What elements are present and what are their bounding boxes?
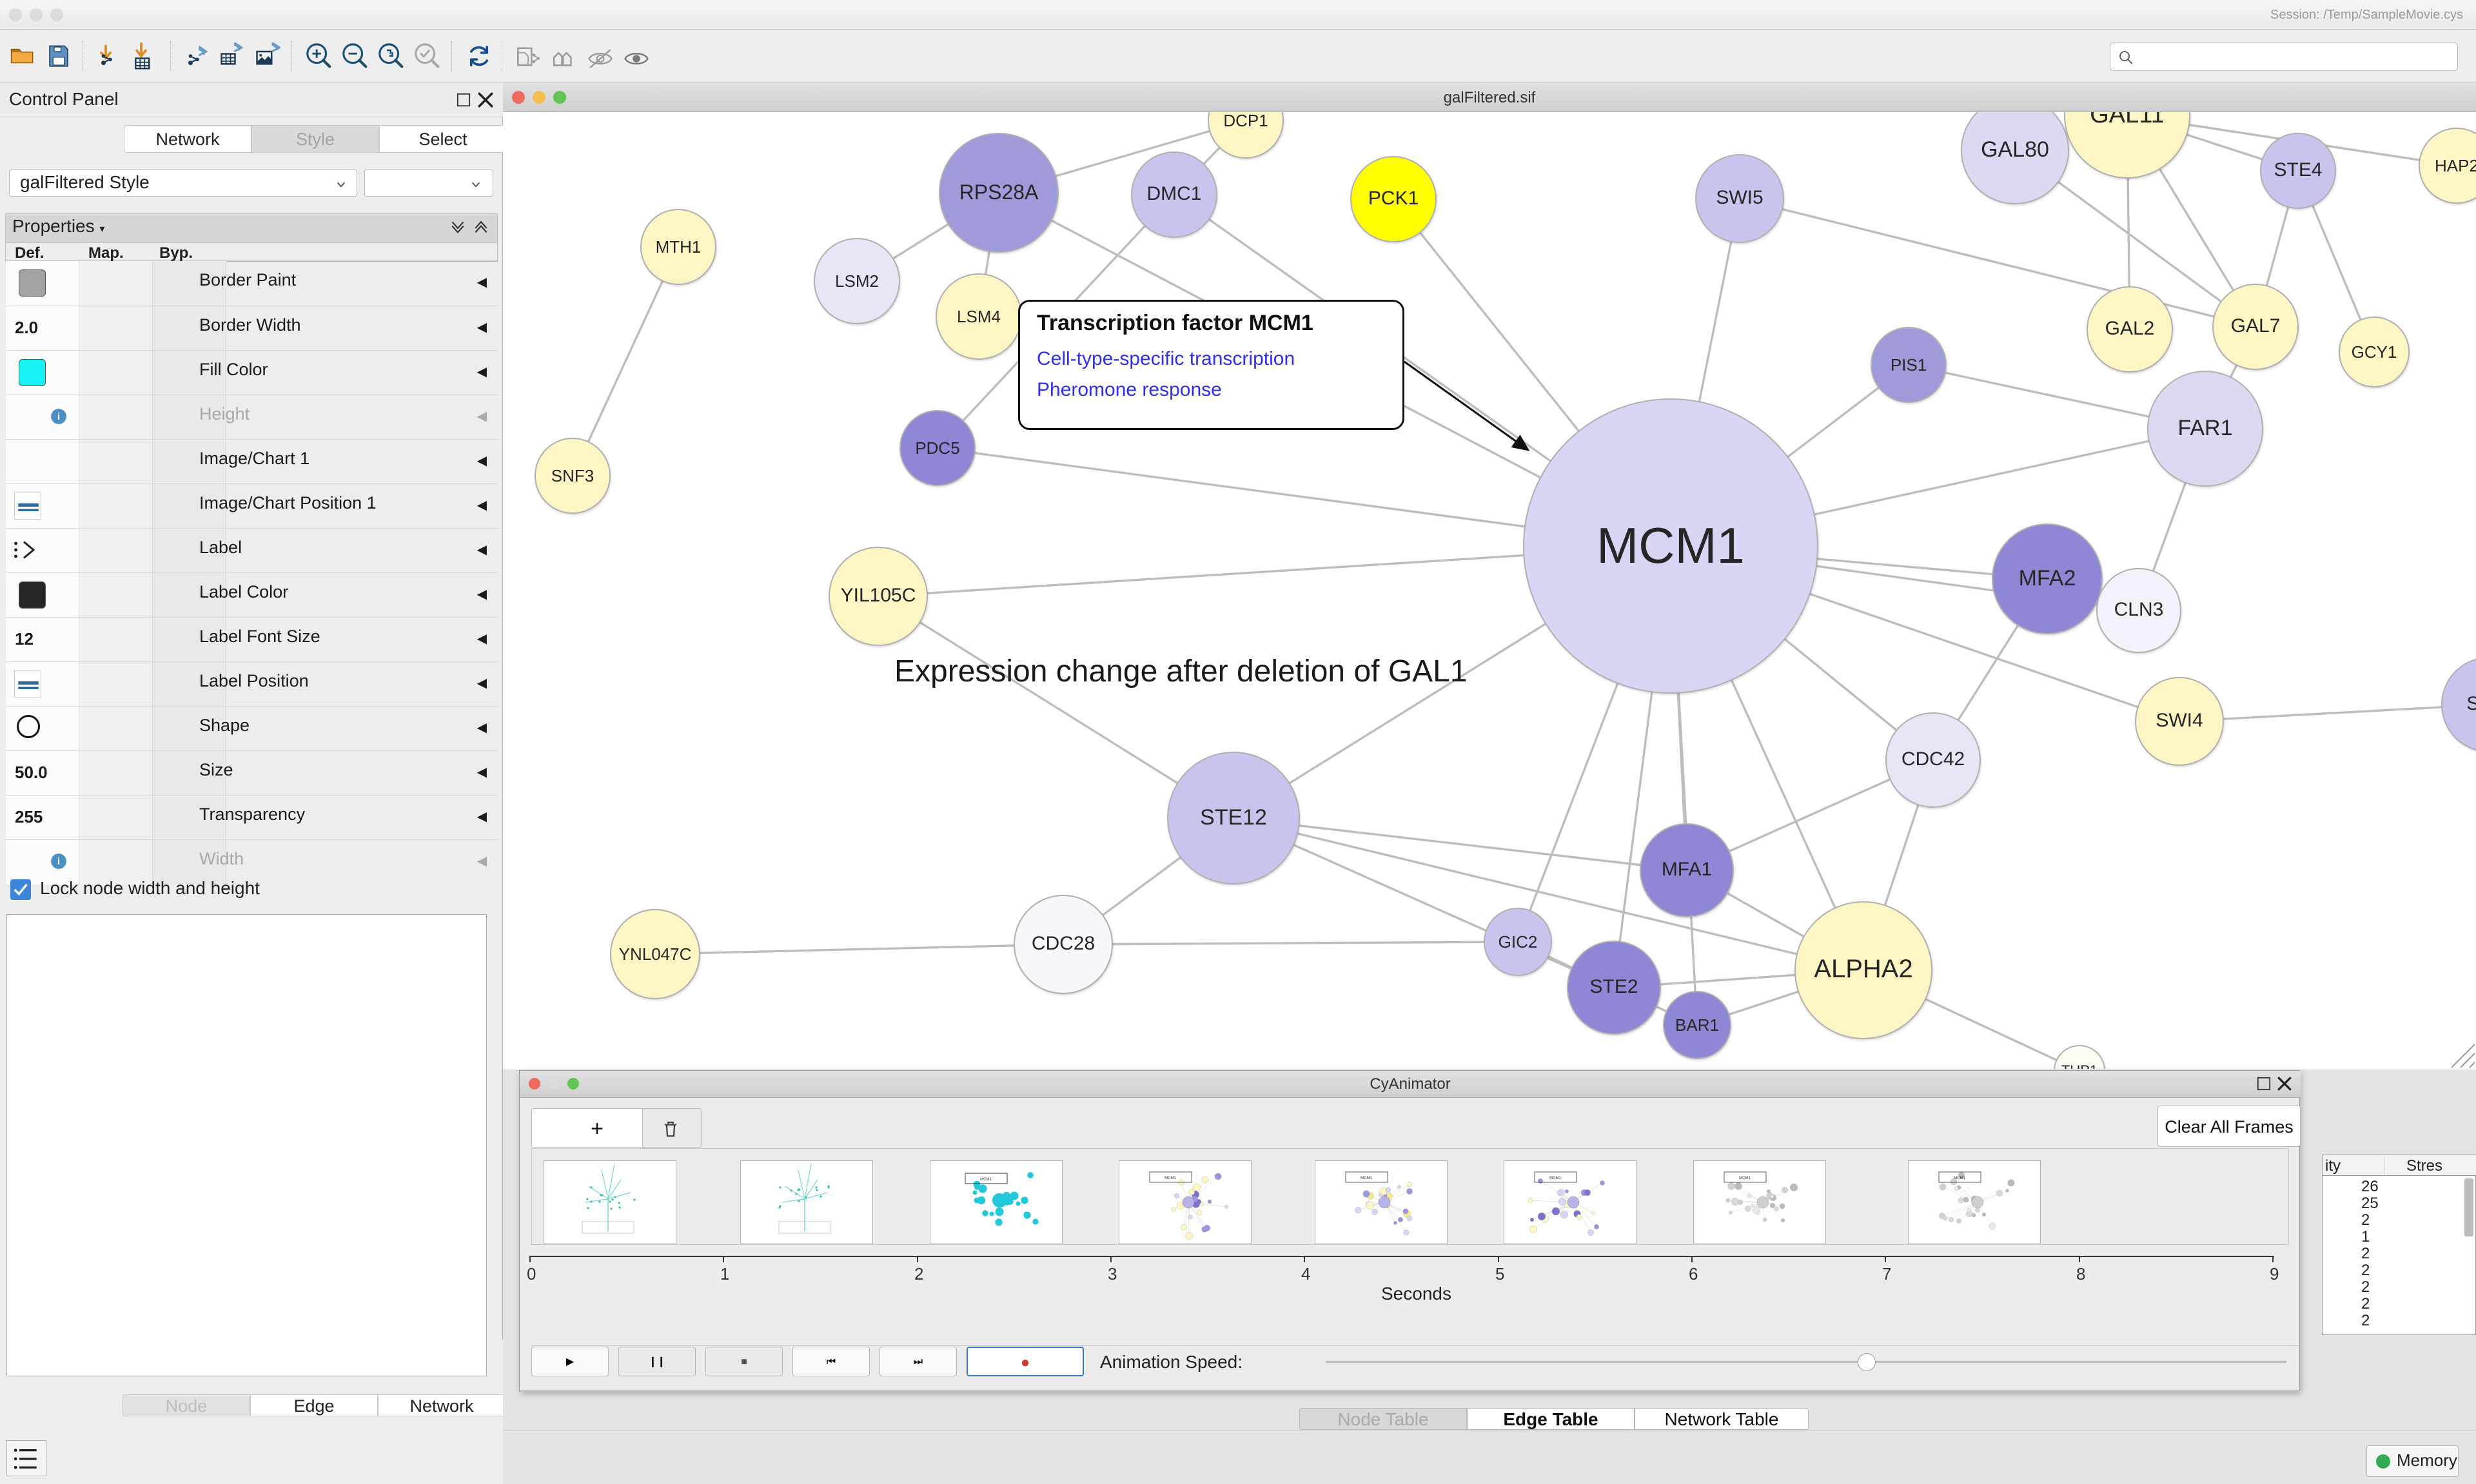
svg-text:MCM1: MCM1	[980, 1178, 992, 1182]
svg-text:MCM1: MCM1	[1549, 1176, 1561, 1180]
svg-text:MCM1: MCM1	[1739, 1176, 1751, 1180]
svg-text:MCM1: MCM1	[1164, 1176, 1176, 1180]
svg-text:i: i	[57, 411, 60, 422]
svg-text:MCM1: MCM1	[1361, 1176, 1372, 1180]
svg-text:i: i	[57, 856, 60, 867]
svg-text:MCM1: MCM1	[1954, 1176, 1965, 1180]
